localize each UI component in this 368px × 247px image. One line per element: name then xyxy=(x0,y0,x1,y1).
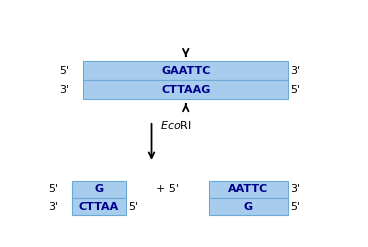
Text: 5': 5' xyxy=(290,84,301,95)
Text: + 5': + 5' xyxy=(156,185,179,194)
Text: $\it{Eco}$RI: $\it{Eco}$RI xyxy=(160,119,192,131)
FancyBboxPatch shape xyxy=(209,198,289,215)
FancyBboxPatch shape xyxy=(83,61,289,80)
FancyBboxPatch shape xyxy=(83,80,289,99)
Text: 3': 3' xyxy=(290,65,301,76)
FancyBboxPatch shape xyxy=(72,198,126,215)
FancyBboxPatch shape xyxy=(209,181,289,198)
Text: CTTAAG: CTTAAG xyxy=(161,84,210,95)
Text: 3': 3' xyxy=(290,185,301,194)
Text: CTTAA: CTTAA xyxy=(79,202,119,211)
Text: 5': 5' xyxy=(48,185,58,194)
Text: G: G xyxy=(94,185,103,194)
Text: 3': 3' xyxy=(48,202,58,211)
Text: 5': 5' xyxy=(60,65,70,76)
Text: 5': 5' xyxy=(290,202,301,211)
Text: AATTC: AATTC xyxy=(229,185,269,194)
FancyBboxPatch shape xyxy=(72,181,126,198)
Text: 3': 3' xyxy=(60,84,70,95)
Text: GAATTC: GAATTC xyxy=(161,65,210,76)
Text: G: G xyxy=(244,202,253,211)
Text: 5': 5' xyxy=(128,202,138,211)
